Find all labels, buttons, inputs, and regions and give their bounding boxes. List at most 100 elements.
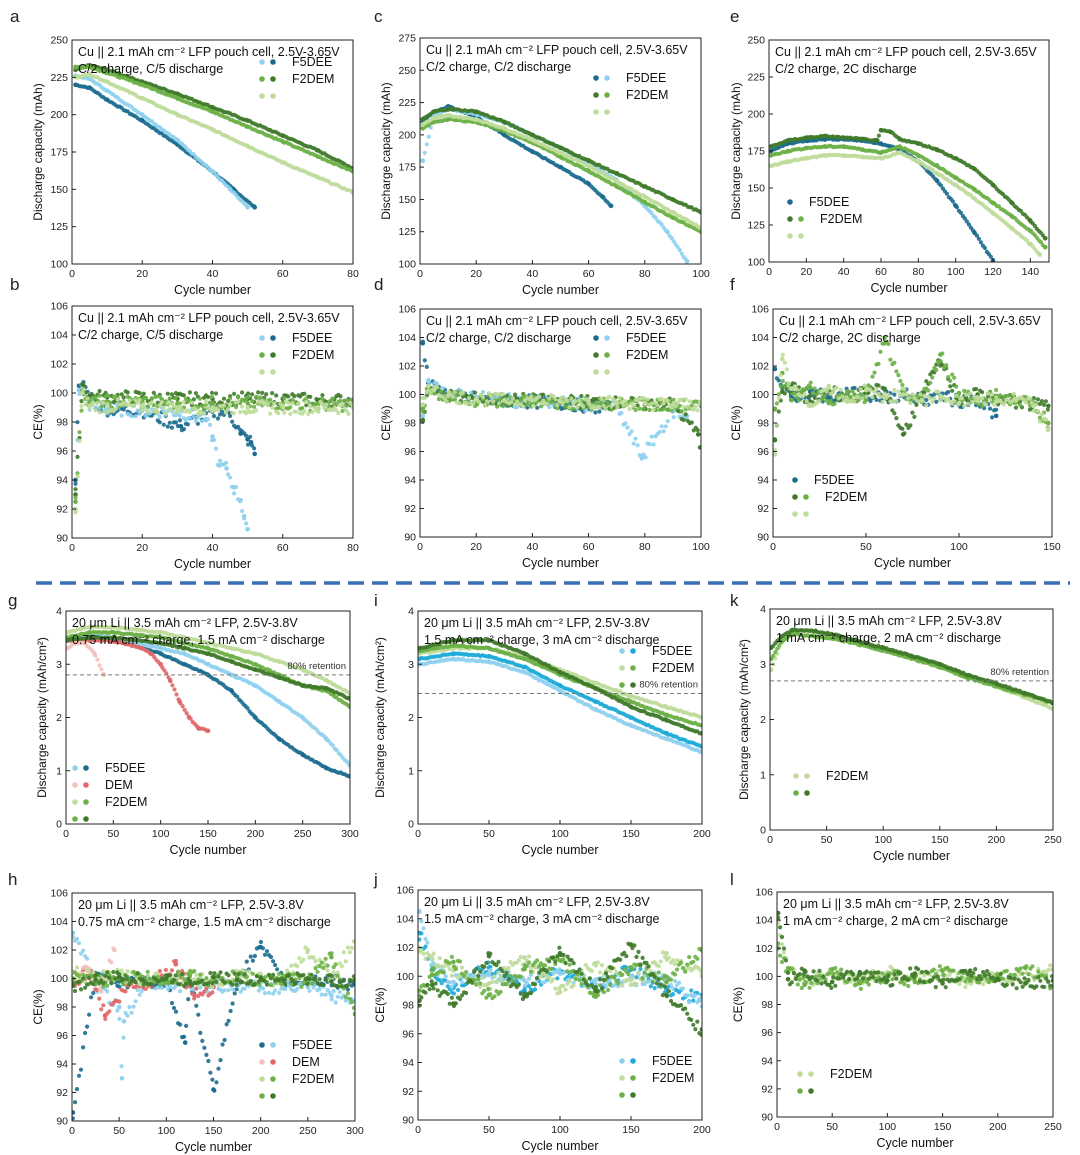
cycle-marker [563,404,568,409]
cycle-marker [679,397,684,402]
cycle-marker [288,405,293,410]
legend-marker [798,216,804,222]
y-tick-label: 100 [50,259,68,271]
cycle-marker [169,392,174,397]
cycle-marker [129,414,134,419]
y-tick-label: 106 [50,301,68,313]
cycle-marker [613,400,618,405]
legend-marker [792,477,798,483]
cycle-marker [894,399,899,404]
cycle-marker [782,391,787,396]
y-tick-label: 90 [404,532,416,544]
cycle-marker [806,383,811,388]
cycle-marker [649,401,654,406]
cycle-marker [980,390,985,395]
cycle-marker [226,472,231,477]
cycle-marker [924,403,929,408]
cycle-marker [962,216,968,221]
cycle-marker [908,401,913,406]
x-axis-label: Cycle number [874,556,951,570]
y-tick-label: 150 [398,194,416,206]
cycle-marker [141,391,146,396]
data-point [845,389,850,394]
y-tick-label: 94 [404,475,416,487]
cycle-marker [75,471,80,476]
cycle-marker [773,447,777,452]
cycle-marker [316,409,321,414]
cycle-marker [950,372,955,377]
cycle-marker [1031,408,1036,413]
legend-marker [593,75,599,81]
cycle-marker [982,245,988,251]
cycle-marker [91,400,96,405]
series-f2dem-1 [420,106,701,215]
cycle-marker [651,442,656,447]
cycle-marker [910,410,915,415]
cycle-marker [1045,407,1050,412]
cycle-marker [226,407,231,412]
cycle-marker [868,387,873,393]
cycle-marker [215,462,221,468]
cycle-marker [175,408,180,413]
plot-frame [419,37,702,265]
cycle-marker [121,395,126,400]
legend-marker [593,335,599,341]
cycle-marker [1033,402,1038,407]
cycle-marker [422,358,427,363]
cycle-marker [236,399,241,404]
legend-label: F5DEE [292,331,332,345]
cycle-marker [482,403,488,408]
cycle-marker [906,396,911,401]
cycle-marker [205,417,211,422]
cycle-marker [336,411,341,416]
cycle-marker [338,394,343,399]
cycle-marker [513,402,518,407]
y-tick-label: 92 [757,503,769,515]
panel-d: d0 20 40 60 80 1009092949698100102104106Cycle… [374,275,710,570]
cycle-marker [954,205,960,210]
cycle-marker [695,428,700,433]
cycle-marker [238,409,243,415]
cycle-marker [828,395,833,400]
panel-letter: d [374,275,383,294]
cycle-marker [966,401,971,406]
cycle-marker [454,393,459,398]
chart-title-line: Cu || 2.1 mAh cm⁻² LFP pouch cell, 2.5V-… [775,45,1037,59]
cycle-marker [856,398,861,403]
cycle-marker [501,404,506,409]
cycle-marker [910,392,915,397]
cycle-marker [782,360,787,365]
cycle-marker [902,431,907,436]
cycle-marker [304,396,309,401]
cycle-marker [282,410,287,415]
cycle-marker [629,429,634,434]
cycle-marker [330,396,335,401]
cycle-marker [864,394,869,399]
cycle-marker [213,391,219,396]
cycle-marker [244,521,249,526]
y-tick-label: 100 [747,257,765,269]
cycle-marker [659,222,664,227]
cycle-marker [308,394,313,399]
cycle-marker [641,407,646,412]
cycle-marker [91,649,96,655]
cycle-marker [695,408,700,413]
cycle-marker [290,401,295,406]
cycle-marker [643,401,648,406]
cycle-marker [103,410,108,415]
cycle-marker [246,394,251,400]
cycle-marker [97,388,102,394]
legend-label: F5DEE [626,71,666,85]
cycle-marker [912,414,917,419]
cycle-marker [601,403,606,408]
cycle-marker [671,400,676,406]
cycle-marker [1043,399,1048,404]
cycle-marker [892,392,897,397]
cycle-marker [342,398,347,404]
cycle-marker [882,387,887,392]
cycle-marker [689,403,694,408]
cycle-marker [693,404,698,409]
cycle-marker [886,341,891,347]
cycle-marker [213,446,219,451]
